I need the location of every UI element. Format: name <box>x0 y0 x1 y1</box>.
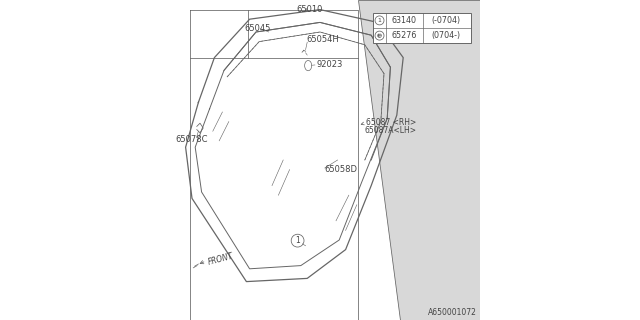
Text: FRONT: FRONT <box>207 252 235 267</box>
Text: 63140: 63140 <box>392 16 417 25</box>
Text: 65276: 65276 <box>392 31 417 40</box>
Polygon shape <box>358 0 480 320</box>
Text: 65054H: 65054H <box>307 36 339 44</box>
Text: (0704-): (0704-) <box>432 31 461 40</box>
Text: 65045: 65045 <box>245 24 271 33</box>
Text: 92023: 92023 <box>316 60 342 69</box>
Text: A650001072: A650001072 <box>428 308 477 317</box>
Text: 65058D: 65058D <box>325 165 358 174</box>
Text: 65087A<LH>: 65087A<LH> <box>365 126 417 135</box>
Circle shape <box>378 33 381 38</box>
Text: 1: 1 <box>378 18 381 23</box>
Text: 1: 1 <box>378 33 381 38</box>
Text: (-0704): (-0704) <box>432 16 461 25</box>
Text: 65087 <RH>: 65087 <RH> <box>366 118 416 127</box>
Text: 65010: 65010 <box>296 5 323 14</box>
Text: 65078C: 65078C <box>175 135 208 144</box>
Bar <box>374 13 471 43</box>
Text: 1: 1 <box>295 236 300 245</box>
